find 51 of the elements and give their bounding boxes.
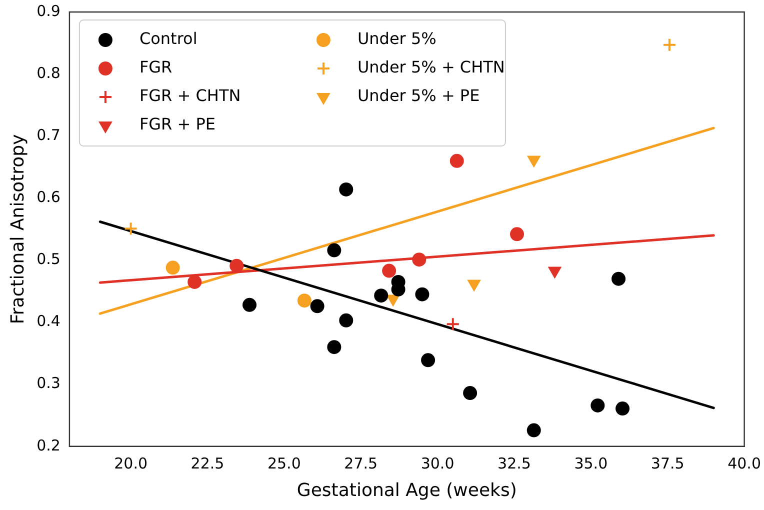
x-tick-label: 37.5 bbox=[650, 454, 684, 472]
y-tick-label: 0.5 bbox=[36, 250, 60, 268]
point bbox=[450, 154, 464, 168]
point bbox=[662, 38, 676, 52]
point bbox=[230, 258, 244, 273]
x-tick-label: 32.5 bbox=[498, 454, 531, 472]
point bbox=[339, 313, 354, 328]
point bbox=[510, 227, 524, 242]
x-tick-label: 25.0 bbox=[267, 454, 301, 472]
x-tick-label: 27.5 bbox=[344, 454, 378, 472]
point bbox=[612, 272, 626, 286]
point bbox=[242, 298, 257, 312]
y-tick-label: 0.3 bbox=[36, 374, 60, 392]
legend-label: FGR + CHTN bbox=[139, 86, 241, 106]
point bbox=[412, 252, 426, 267]
y-tick-label: 0.4 bbox=[36, 312, 60, 330]
point bbox=[415, 287, 430, 302]
point bbox=[297, 294, 312, 308]
x-tick-label: 40.0 bbox=[728, 454, 762, 472]
x-tick-label: 30.0 bbox=[420, 454, 454, 472]
point bbox=[166, 260, 180, 275]
point bbox=[327, 340, 342, 354]
point bbox=[374, 288, 388, 303]
point bbox=[382, 264, 396, 278]
point bbox=[327, 243, 342, 258]
point bbox=[421, 353, 436, 368]
legend-label: FGR bbox=[139, 58, 172, 77]
y-tick-label: 0.9 bbox=[36, 2, 60, 20]
point bbox=[339, 182, 354, 196]
x-tick-label: 20.0 bbox=[114, 454, 148, 472]
legend-label: Control bbox=[139, 29, 198, 48]
point bbox=[188, 274, 202, 289]
legend-label: Under 5% + PE bbox=[357, 86, 480, 106]
y-tick-label: 0.8 bbox=[36, 64, 60, 82]
x-tick-label: 22.5 bbox=[190, 454, 224, 472]
y-tick-label: 0.6 bbox=[36, 188, 60, 206]
point bbox=[616, 402, 630, 416]
point bbox=[526, 423, 541, 438]
point bbox=[124, 222, 138, 236]
point bbox=[463, 386, 478, 400]
point bbox=[590, 398, 605, 412]
x-axis-title: Gestational Age (weeks) bbox=[296, 480, 517, 501]
y-tick-label: 0.7 bbox=[36, 126, 60, 144]
legend-label: Under 5% + CHTN bbox=[357, 58, 505, 77]
legend-label: FGR + PE bbox=[139, 114, 216, 134]
y-tick-label: 0.2 bbox=[36, 436, 60, 454]
y-axis-title: Fractional Anisotropy bbox=[7, 134, 28, 324]
legend-label: Under 5% bbox=[357, 29, 436, 48]
x-tick-label: 35.0 bbox=[574, 454, 608, 472]
point bbox=[310, 299, 324, 314]
point bbox=[446, 317, 460, 332]
